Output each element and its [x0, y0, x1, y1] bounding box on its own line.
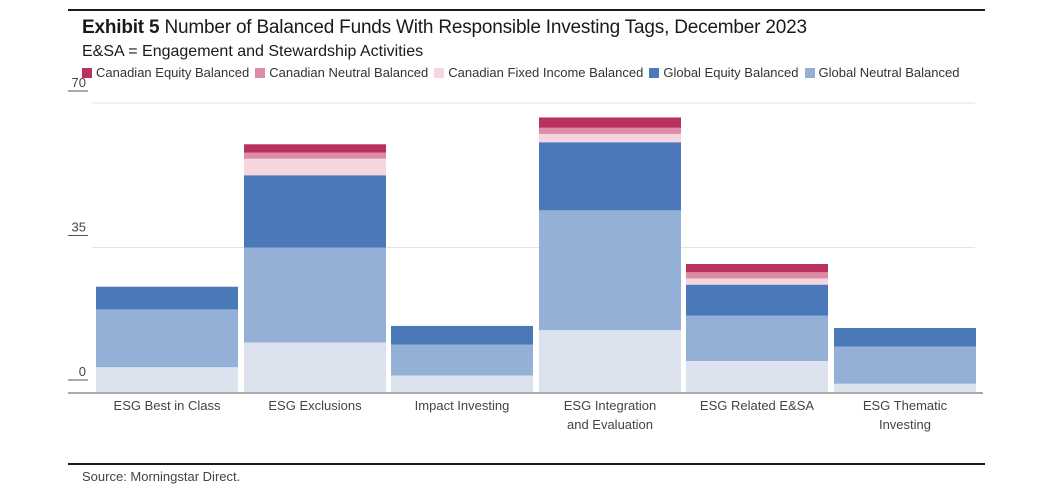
legend-swatch	[255, 68, 266, 78]
x-tick-label-line: Investing	[879, 417, 931, 432]
bar-segment	[96, 309, 238, 368]
y-tick-label: 0	[79, 364, 86, 379]
stacked-bar-chart: 0 35 70 ESG Best in Class ESG Exclusions Impa…	[68, 75, 983, 432]
bar-segment	[834, 383, 976, 392]
bar-segment	[244, 342, 386, 392]
legend-label: Global Neutral Balanced	[818, 65, 960, 80]
bar-segment	[539, 210, 681, 331]
bar-segment	[834, 328, 976, 347]
bar-segment	[539, 330, 681, 392]
chart-title: Exhibit 5 Number of Balanced Funds With …	[82, 16, 807, 40]
legend-swatch	[434, 68, 445, 78]
bar-segment	[686, 264, 828, 273]
bar-segment	[686, 315, 828, 362]
legend-label: Canadian Equity Balanced	[96, 65, 250, 80]
bar-segment	[244, 158, 386, 176]
bar-segment	[244, 152, 386, 159]
exhibit-label: Exhibit 5	[82, 17, 160, 38]
chart-subtitle: E&SA = Engagement and Stewardship Activi…	[82, 43, 424, 60]
legend-item: Global Equity Balanced	[649, 64, 799, 82]
bottom-rule	[68, 463, 985, 465]
x-tick-label-line: ESG Related E&SA	[700, 398, 814, 413]
bar-segment	[834, 346, 976, 384]
legend-swatch	[804, 68, 815, 78]
legend-item: Canadian Fixed Income Balanced	[434, 64, 643, 82]
bar-segment	[539, 127, 681, 134]
bar-segment	[391, 375, 533, 392]
x-tick-label: ESG Thematic Investing	[863, 398, 948, 432]
bar-segment	[96, 286, 238, 310]
x-tick-label: ESG Best in Class	[114, 398, 221, 413]
x-tick-label-line: and Evaluation	[567, 417, 653, 432]
legend-label: Canadian Fixed Income Balanced	[448, 65, 644, 80]
x-tick-label: ESG Related E&SA	[700, 398, 814, 413]
legend-item: Canadian Neutral Balanced	[255, 64, 428, 82]
bar-segment	[539, 142, 681, 211]
y-tick-label: 35	[72, 220, 86, 235]
bar-segment	[244, 247, 386, 343]
legend-swatch	[82, 68, 92, 78]
legend-swatch	[649, 68, 660, 78]
legend-item: Global Neutral Balanced	[804, 64, 960, 82]
chart-legend: Canadian Equity Balanced Canadian Neutral…	[82, 64, 965, 82]
x-tick-label: ESG Integration and Evaluation	[564, 398, 657, 432]
x-tick-label: Impact Investing	[415, 398, 510, 413]
bar-segment	[686, 278, 828, 285]
bar-segment	[244, 175, 386, 248]
bar-segment	[391, 344, 533, 376]
x-tick-label-line: ESG Best in Class	[114, 398, 221, 413]
x-tick-label-line: Impact Investing	[415, 398, 510, 413]
source-note: Source: Morningstar Direct.	[82, 469, 241, 484]
bar-segment	[391, 325, 533, 345]
top-rule	[68, 9, 985, 11]
bar-segment	[539, 117, 681, 128]
x-tick-label-line: ESG Exclusions	[268, 398, 362, 413]
bar-segment	[686, 284, 828, 316]
y-tick-label: 70	[72, 75, 86, 90]
legend-item: Canadian Equity Balanced	[82, 64, 249, 82]
bar-segment	[244, 144, 386, 153]
x-tick-label-line: ESG Integration	[564, 398, 657, 413]
bar-segment	[686, 361, 828, 392]
x-tick-label-line: ESG Thematic	[863, 398, 948, 413]
x-tick-label: ESG Exclusions	[268, 398, 362, 413]
legend-label: Global Equity Balanced	[663, 65, 799, 80]
bar-segment	[686, 272, 828, 279]
legend-label: Canadian Neutral Balanced	[269, 65, 429, 80]
bar-segment	[96, 367, 238, 392]
title-text: Number of Balanced Funds With Responsibl…	[164, 17, 807, 38]
bar-segment	[539, 133, 681, 143]
